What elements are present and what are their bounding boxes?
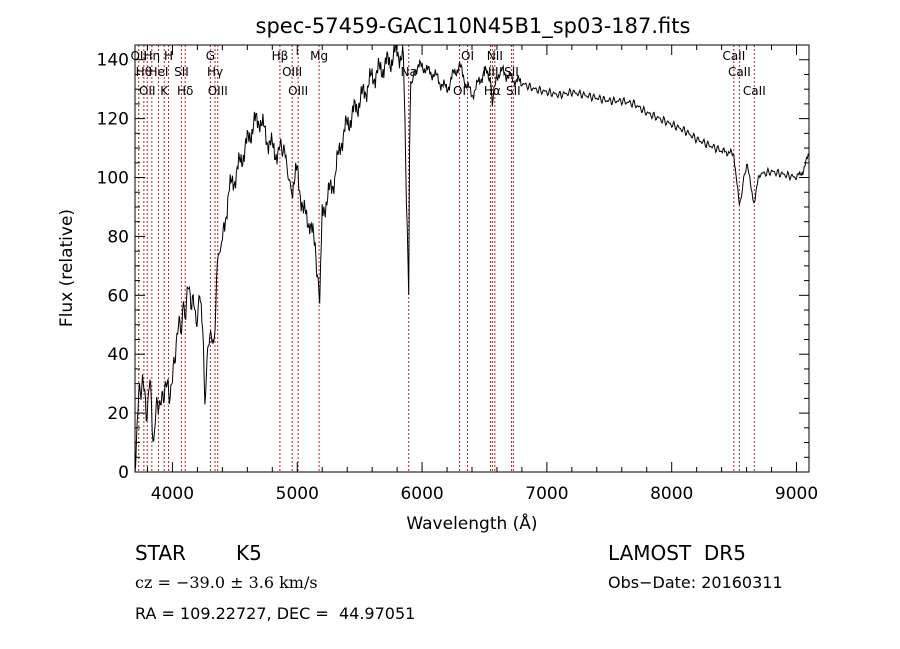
line-marker-label: CaII [743, 84, 766, 98]
line-marker-label: G [206, 49, 215, 63]
line-marker-label: Hα [484, 84, 501, 98]
x-tick-label: 6000 [400, 484, 443, 504]
y-axis-label: Flux (relative) [57, 209, 77, 327]
line-marker-label: OII [139, 84, 156, 98]
y-tick-label: 20 [107, 404, 129, 424]
line-marker-label: K [160, 84, 169, 98]
plot-frame [134, 44, 810, 473]
y-tick-label: 0 [118, 463, 129, 483]
survey-release: LAMOST DR5 [608, 541, 746, 565]
y-axis: 0 20 40 60 80 100 120 140 [97, 44, 809, 483]
line-marker-label: OIII [282, 65, 302, 79]
line-marker-label: CaII [722, 49, 745, 63]
y-tick-label: 40 [107, 345, 129, 365]
line-marker-label: HeI [148, 65, 168, 79]
chart-title: spec-57459-GAC110N45B1_sp03-187.fits [256, 14, 691, 39]
y-tick-label: 140 [97, 51, 129, 71]
observation-date: Obs−Date: 20160311 [608, 573, 783, 592]
line-marker-label: NII [487, 49, 503, 63]
x-tick-label: 7000 [525, 484, 568, 504]
sky-coordinates: RA = 109.22727, DEC = 44.97051 [135, 604, 416, 623]
y-tick-label: 80 [107, 227, 129, 247]
x-axis-label: Wavelength (Å) [406, 512, 537, 534]
line-marker-label: Hδ [177, 84, 193, 98]
line-marker-label: SII [174, 65, 189, 79]
x-tick-label: 8000 [650, 484, 693, 504]
line-marker-label: OI [453, 84, 466, 98]
line-marker-label: CaII [728, 65, 751, 79]
x-tick-label: 5000 [276, 484, 319, 504]
line-marker-label: SII [506, 84, 521, 98]
x-axis: 4000 5000 6000 7000 8000 9000 [146, 45, 818, 504]
line-marker-label: OI [461, 49, 474, 63]
x-tick-label: 4000 [151, 484, 194, 504]
radial-velocity: cz = −39.0 ± 3.6 km/s [135, 573, 318, 592]
spectrum-series-line [134, 44, 809, 473]
x-tick-label: 9000 [775, 484, 818, 504]
line-marker-label: Hθ [136, 65, 152, 79]
line-marker-label: Hβ [272, 49, 289, 63]
line-marker-label: OIII [208, 84, 228, 98]
line-marker-label: NII [482, 65, 498, 79]
line-marker-label: SII [504, 65, 519, 79]
y-tick-label: 120 [97, 110, 129, 130]
emission-line-markers [138, 45, 755, 472]
line-marker-label: Na [401, 65, 417, 79]
object-subclass: K5 [236, 541, 262, 565]
object-class: STAR [135, 541, 186, 565]
line-marker-label: H [164, 49, 173, 63]
line-marker-label: Hγ [207, 65, 223, 79]
line-marker-label: Hη [144, 49, 161, 63]
line-marker-label: Mg [310, 49, 328, 63]
line-marker-label: OIII [288, 84, 308, 98]
y-tick-label: 100 [97, 169, 129, 189]
y-tick-label: 60 [107, 286, 129, 306]
